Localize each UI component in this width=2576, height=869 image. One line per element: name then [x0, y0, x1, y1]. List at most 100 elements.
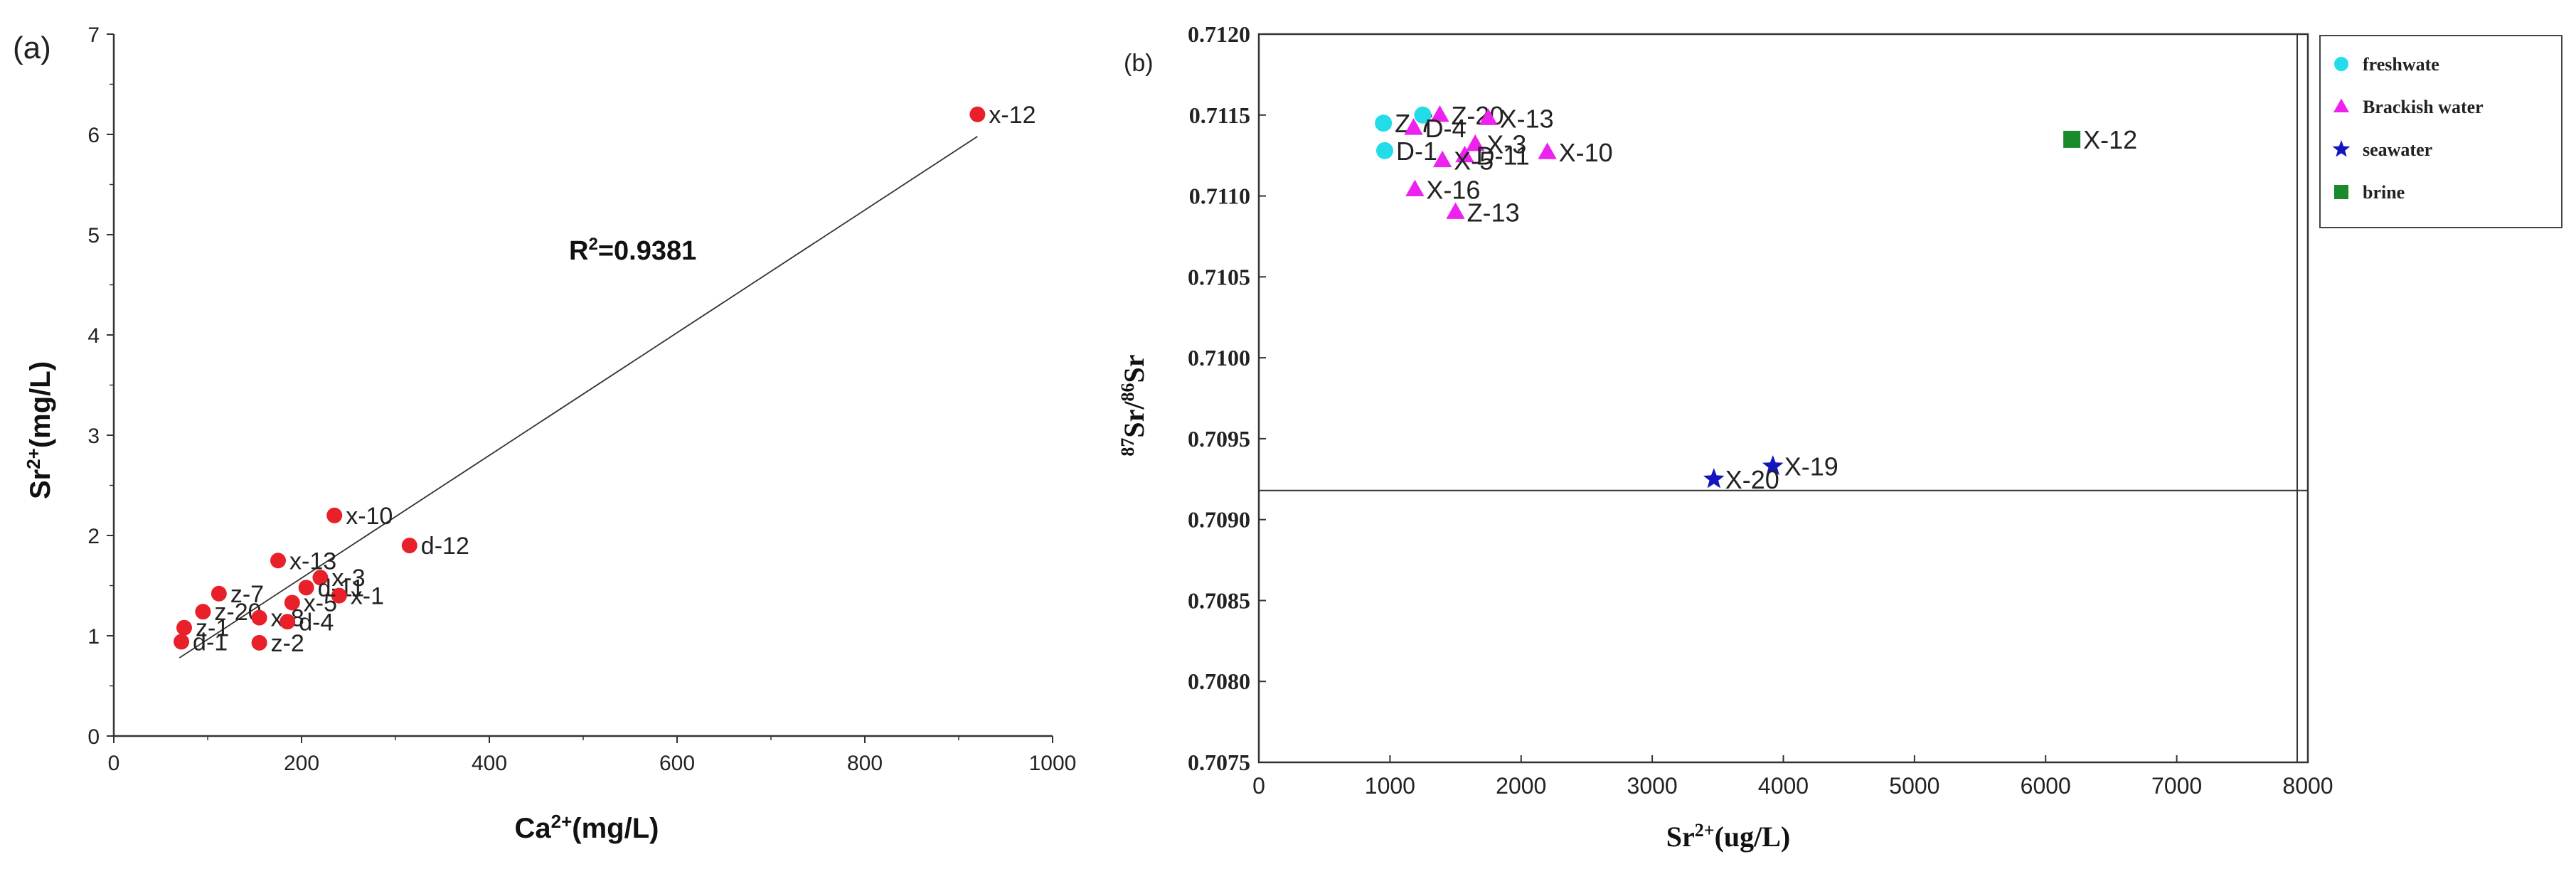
- x-tick-label: 800: [847, 752, 883, 775]
- point-label: X-13: [1500, 104, 1554, 133]
- point-label: z-7: [230, 581, 264, 608]
- x-tick-label: 200: [284, 752, 319, 775]
- y-tick-label: 5: [87, 224, 100, 247]
- y-tick-label: 0.7095: [1188, 426, 1250, 452]
- circle-data-point: [1414, 106, 1432, 124]
- data-point: [280, 614, 296, 630]
- triangle-data-point: [1446, 202, 1465, 219]
- data-point: [270, 553, 286, 569]
- data-point: [176, 619, 192, 636]
- data-point: [195, 604, 211, 620]
- x-tick-label: 600: [659, 752, 695, 775]
- legend-star-icon: [2332, 140, 2351, 157]
- y-tick-label: 0.7120: [1188, 21, 1250, 47]
- panel-a-label: (a): [13, 31, 51, 65]
- data-point: [969, 106, 986, 122]
- legend-label: brine: [2363, 182, 2405, 203]
- y-tick-label: 7: [87, 23, 100, 47]
- data-point: [284, 595, 300, 611]
- panel-a-x-axis-label: Ca2+(mg/L): [515, 811, 659, 844]
- triangle-data-point: [1479, 108, 1498, 125]
- point-label: D-4: [1425, 114, 1467, 143]
- point-label: X-10: [1559, 138, 1613, 167]
- star-data-point: [1762, 455, 1784, 476]
- x-tick-label: 400: [472, 752, 507, 775]
- point-label: X-12: [2083, 125, 2137, 154]
- triangle-data-point: [1430, 105, 1449, 122]
- triangle-data-point: [1405, 179, 1425, 197]
- point-label: x-5: [304, 590, 337, 617]
- data-point: [298, 580, 314, 596]
- point-label: X-20: [1725, 465, 1779, 494]
- x-tick-label: 0: [1252, 773, 1265, 799]
- point-label: X-16: [1426, 175, 1480, 204]
- triangle-data-point: [1538, 142, 1557, 159]
- data-point: [251, 609, 267, 626]
- legend-circle-icon: [2334, 57, 2348, 71]
- point-label: x-12: [989, 102, 1036, 129]
- panel-b-points: Z-7D-1Z-20D-4X-13X-3D-11X-5X-10X-16Z-13X…: [1375, 101, 2137, 494]
- x-tick-label: 3000: [1627, 773, 1678, 799]
- y-tick-label: 0.7075: [1188, 750, 1250, 775]
- y-tick-label: 0.7090: [1188, 507, 1250, 533]
- triangle-data-point: [1466, 134, 1485, 151]
- legend-label: seawater: [2363, 139, 2432, 160]
- point-label: Z-20: [1451, 101, 1503, 130]
- data-point: [312, 570, 329, 586]
- legend-box: [2319, 35, 2562, 228]
- point-label: d-12: [421, 533, 469, 560]
- star-data-point: [1703, 468, 1725, 489]
- legend-triangle-icon: [2333, 98, 2349, 112]
- point-label: z-2: [271, 630, 304, 657]
- y-tick-label: 0.7080: [1188, 668, 1250, 694]
- trendline: [179, 136, 978, 659]
- panel-b-axes: 0 1000 2000 3000 4000 5000 6000 7000 8000 0.7075 0…: [1188, 21, 2333, 799]
- y-tick-label: 4: [87, 324, 100, 348]
- point-label: D-1: [1396, 137, 1437, 166]
- triangle-data-point: [1404, 118, 1423, 135]
- y-tick-label: 0.7110: [1189, 183, 1250, 209]
- y-tick-label: 0.7100: [1188, 345, 1250, 370]
- panel-b-y-axis-label: 87Sr/86Sr: [1117, 354, 1150, 456]
- point-label: x-3: [331, 565, 365, 592]
- y-tick-label: 0.7115: [1189, 102, 1250, 128]
- panel-a-points: x-12x-10d-12x-13x-3d-11x-1z-7x-5z-20x-8d…: [174, 102, 1036, 657]
- point-label: z-1: [196, 615, 229, 642]
- point-label: X-3: [1486, 130, 1526, 159]
- point-label: X-5: [1454, 146, 1494, 175]
- panel-b-legend: freshwate Brackish water seawater brine: [2319, 35, 2562, 228]
- data-point: [211, 585, 227, 602]
- triangle-data-point: [1455, 145, 1474, 163]
- y-tick-label: 1: [87, 625, 100, 649]
- x-tick-label: 1000: [1365, 773, 1415, 799]
- y-tick-label: 2: [87, 525, 100, 548]
- r-squared-annotation: R2=0.9381: [569, 235, 696, 266]
- x-tick-label: 6000: [2021, 773, 2071, 799]
- panel-b-chart: (b) 0 1000 2000 3000 4000 5000 6000 7000 8000 0.7…: [1117, 21, 2562, 853]
- legend-label: freshwate: [2363, 54, 2439, 75]
- panel-a-y-axis-label: Sr2+(mg/L): [23, 361, 56, 499]
- panel-b-x-axis-label: Sr2+(ug/L): [1666, 820, 1791, 853]
- y-tick-label: 3: [87, 425, 100, 448]
- panel-a-chart: (a) 0 200 400 600 800 1000 0 1 2 3 4 5 6 7 x-12 x-10 d-…: [13, 23, 1076, 844]
- panel-a-trendline: [179, 136, 978, 659]
- data-point: [331, 587, 347, 604]
- data-point: [174, 634, 190, 650]
- x-tick-label: 2000: [1496, 773, 1546, 799]
- y-tick-label: 0.7105: [1188, 264, 1250, 289]
- y-tick-label: 6: [87, 124, 100, 147]
- point-label: Z-13: [1467, 198, 1520, 227]
- x-tick-label: 7000: [2151, 773, 2202, 799]
- legend-square-icon: [2334, 185, 2348, 199]
- point-label: d-4: [299, 609, 334, 636]
- y-tick-label: 0: [87, 725, 100, 749]
- point-label: x-10: [346, 503, 393, 530]
- triangle-data-point: [1432, 150, 1452, 168]
- point-label: x-1: [351, 583, 384, 610]
- legend-label: Brackish water: [2363, 97, 2484, 117]
- x-tick-label: 8000: [2282, 773, 2333, 799]
- point-label: x-13: [289, 548, 336, 575]
- circle-data-point: [1375, 114, 1393, 132]
- panel-b-label: (b): [1124, 50, 1154, 77]
- panel-a-axes: 0 200 400 600 800 1000 0 1 2 3 4 5 6 7: [87, 23, 1076, 775]
